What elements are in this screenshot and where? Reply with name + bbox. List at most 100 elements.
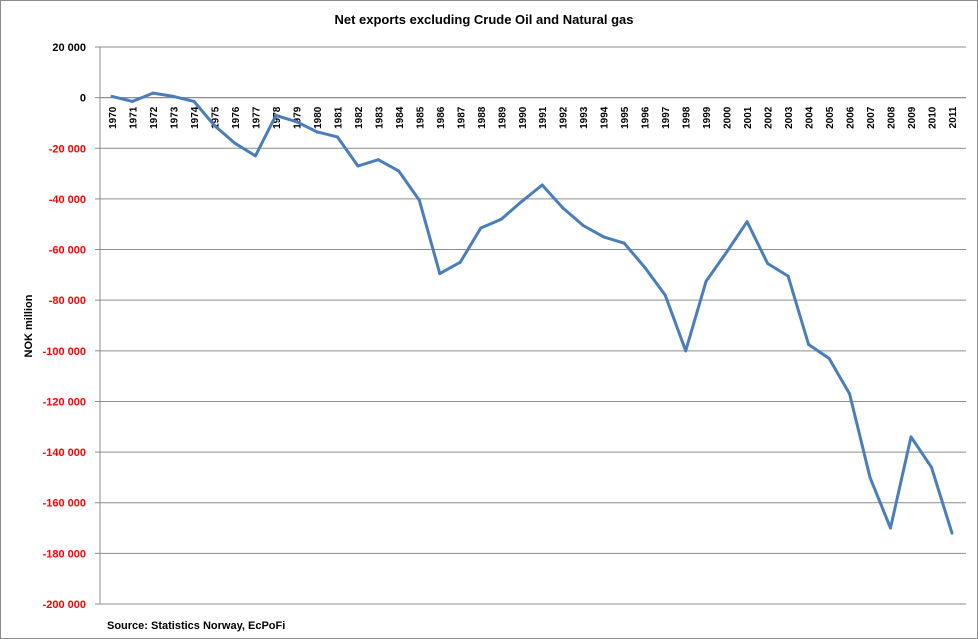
x-tick-label: 2009 bbox=[907, 106, 918, 129]
x-tick-label: 1987 bbox=[456, 106, 467, 129]
data-point bbox=[130, 99, 134, 103]
data-point bbox=[786, 274, 790, 278]
y-tick-label: 20 000 bbox=[52, 42, 86, 54]
y-tick-label: -40 000 bbox=[49, 194, 86, 206]
x-tick-labels: 1970 1971 1972 1973 1974 1975 1976 1977 1978 1979… bbox=[108, 106, 959, 129]
data-point bbox=[889, 526, 893, 530]
x-tick-label: 1973 bbox=[169, 106, 180, 129]
y-tick-label: -120 000 bbox=[43, 396, 86, 408]
data-point bbox=[643, 265, 647, 269]
chart-title: Net exports excluding Crude Oil and Natu… bbox=[334, 12, 633, 27]
data-point bbox=[622, 241, 626, 245]
y-tick-label: -60 000 bbox=[49, 245, 86, 257]
data-point bbox=[561, 206, 565, 210]
x-tick-label: 2005 bbox=[825, 106, 836, 129]
data-point bbox=[356, 164, 360, 168]
data-point bbox=[807, 342, 811, 346]
x-tick-label: 1984 bbox=[395, 106, 406, 129]
data-point bbox=[520, 199, 524, 203]
x-tick-label: 1993 bbox=[579, 106, 590, 129]
data-point bbox=[294, 120, 298, 124]
data-point bbox=[950, 531, 954, 535]
x-tick-label: 1977 bbox=[251, 106, 262, 129]
y-tick-label: -20 000 bbox=[49, 143, 86, 155]
x-tick-label: 2007 bbox=[866, 106, 877, 129]
data-point bbox=[110, 94, 114, 98]
x-tick-label: 1978 bbox=[272, 106, 283, 129]
data-point bbox=[376, 158, 380, 162]
source-note: Source: Statistics Norway, EcPoFi bbox=[107, 620, 285, 632]
data-point bbox=[192, 99, 196, 103]
x-tick-label: 1976 bbox=[231, 106, 242, 129]
x-tick-label: 2008 bbox=[887, 106, 898, 129]
x-tick-label: 1992 bbox=[559, 106, 570, 129]
x-tick-label: 1983 bbox=[374, 106, 385, 129]
x-tick-label: 1996 bbox=[641, 106, 652, 129]
data-point bbox=[479, 226, 483, 230]
x-tick-label: 1999 bbox=[702, 106, 713, 129]
data-point bbox=[253, 154, 257, 158]
data-point bbox=[766, 261, 770, 265]
data-point bbox=[725, 250, 729, 254]
x-tick-label: 2003 bbox=[784, 106, 795, 129]
data-point bbox=[438, 272, 442, 276]
x-tick-label: 1975 bbox=[210, 106, 221, 129]
data-point bbox=[417, 198, 421, 202]
x-tick-label: 1997 bbox=[661, 106, 672, 129]
data-point bbox=[171, 94, 175, 98]
y-tick-label: -200 000 bbox=[43, 599, 86, 611]
x-tick-label: 1989 bbox=[497, 106, 508, 129]
data-point bbox=[848, 392, 852, 396]
x-tick-label: 2002 bbox=[764, 106, 775, 129]
x-tick-label: 1998 bbox=[682, 106, 693, 129]
y-tick-label: 0 bbox=[80, 93, 86, 105]
x-tick-label: 1972 bbox=[149, 106, 160, 129]
x-tick-label: 2000 bbox=[723, 106, 734, 129]
data-point bbox=[745, 220, 749, 224]
y-tick-label: -160 000 bbox=[43, 498, 86, 510]
data-point bbox=[212, 123, 216, 127]
data-point bbox=[397, 169, 401, 173]
series-layer bbox=[110, 91, 954, 535]
series-line bbox=[111, 91, 954, 534]
x-tick-label: 2006 bbox=[846, 106, 857, 129]
y-tick-label: -140 000 bbox=[43, 447, 86, 459]
data-point bbox=[540, 183, 544, 187]
x-tick-label: 1982 bbox=[354, 106, 365, 129]
gridlines bbox=[100, 46, 966, 605]
data-point bbox=[930, 465, 934, 469]
x-tick-label: 1981 bbox=[333, 106, 344, 129]
y-tick-label: -180 000 bbox=[43, 548, 86, 560]
axes bbox=[95, 46, 101, 605]
y-axis-label: NOK million bbox=[23, 294, 35, 357]
y-tick-label: -100 000 bbox=[43, 346, 86, 358]
data-point bbox=[909, 435, 913, 439]
data-point bbox=[684, 349, 688, 353]
x-tick-label: 2011 bbox=[948, 106, 959, 128]
data-point bbox=[704, 279, 708, 283]
data-point bbox=[868, 475, 872, 479]
x-tick-label: 1986 bbox=[436, 106, 447, 129]
x-tick-label: 1971 bbox=[128, 106, 139, 129]
data-point bbox=[663, 293, 667, 297]
data-point bbox=[274, 113, 278, 117]
data-point bbox=[151, 91, 155, 95]
x-tick-label: 1991 bbox=[538, 106, 549, 129]
x-tick-label: 1990 bbox=[518, 106, 529, 129]
data-point bbox=[602, 235, 606, 239]
x-tick-label: 1974 bbox=[190, 106, 201, 129]
data-point bbox=[335, 135, 339, 139]
data-point bbox=[458, 260, 462, 264]
data-point bbox=[827, 356, 831, 360]
data-point bbox=[233, 141, 237, 145]
x-tick-label: 2010 bbox=[928, 106, 939, 129]
data-point bbox=[315, 130, 319, 134]
x-tick-label: 1988 bbox=[477, 106, 488, 129]
x-tick-label: 1994 bbox=[600, 106, 611, 129]
x-tick-label: 2004 bbox=[805, 106, 816, 129]
data-point bbox=[581, 223, 585, 227]
x-tick-label: 1980 bbox=[313, 106, 324, 129]
y-tick-label: -80 000 bbox=[49, 295, 86, 307]
